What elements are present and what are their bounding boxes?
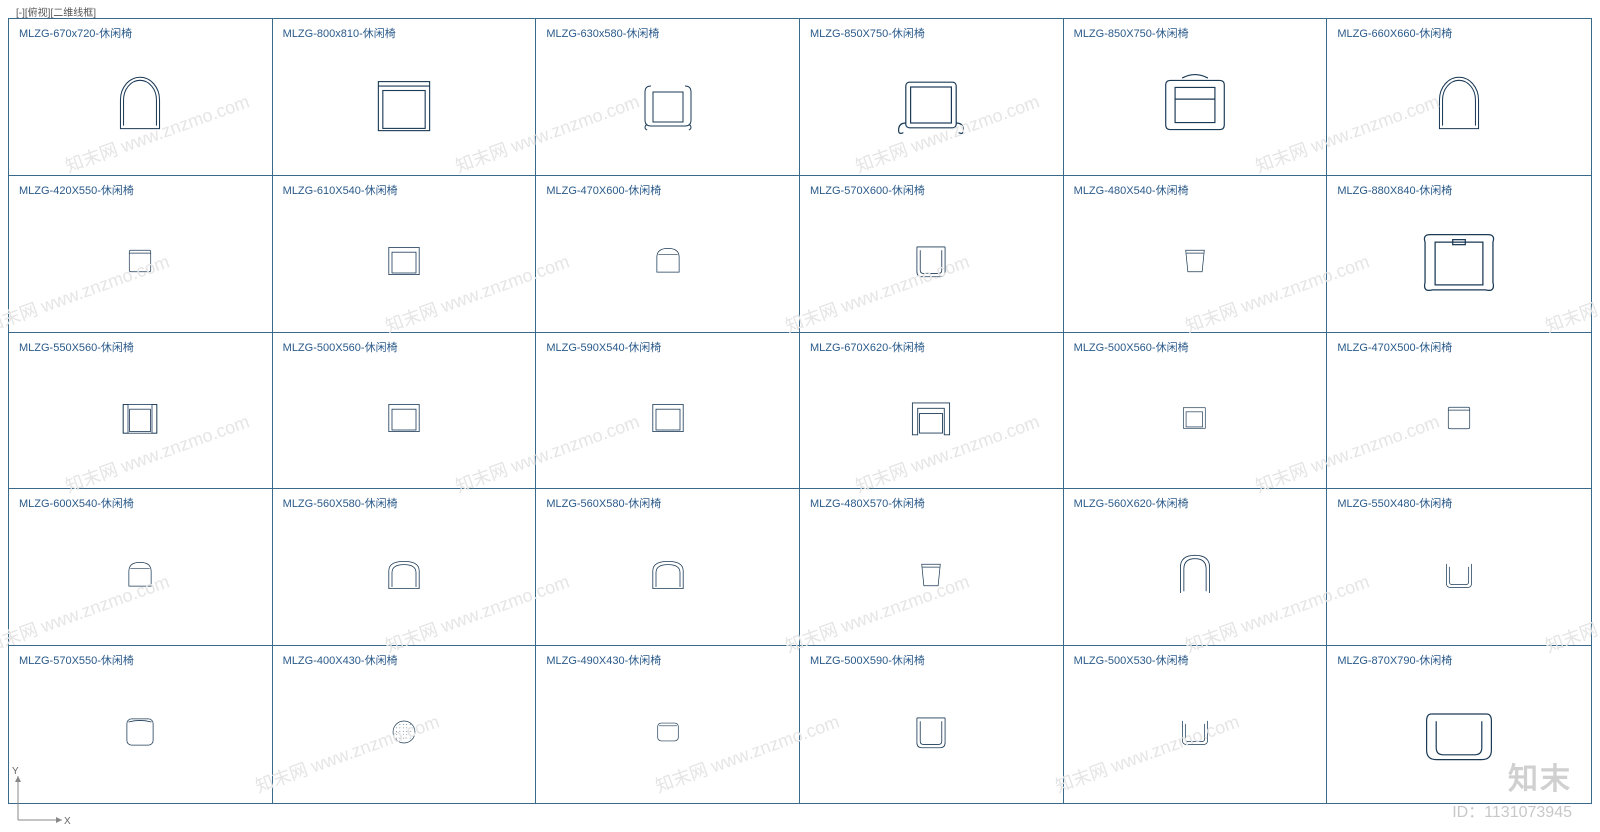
block-grid: MLZG-670x720-休闲椅 MLZG-800x810-休闲椅 MLZG-630… [8,18,1592,804]
chair-icon [112,390,168,446]
block-label: MLZG-500X560-休闲椅 [283,339,398,355]
chair-icon [376,547,432,603]
chair-icon [889,63,973,147]
viewport-label: [-][俯视][二维线框] [16,4,96,19]
chair-icon [114,549,166,601]
chair-icon [1171,394,1219,442]
block-cell[interactable]: MLZG-550X560-休闲椅 [9,333,273,490]
block-cell[interactable]: MLZG-490X430-休闲椅 [536,646,800,803]
block-label: MLZG-560X580-休闲椅 [546,495,661,511]
chair-icon [1165,545,1225,605]
block-label: MLZG-670x720-休闲椅 [19,25,132,41]
block-label: MLZG-500X560-休闲椅 [1074,339,1189,355]
block-label: MLZG-600X540-休闲椅 [19,495,134,511]
block-label: MLZG-500X590-休闲椅 [810,652,925,668]
block-label: MLZG-550X480-休闲椅 [1337,495,1452,511]
cad-canvas: [-][俯视][二维线框] MLZG-670x720-休闲椅 MLZG-800x8… [8,4,1592,804]
chair-icon [644,708,692,756]
block-label: MLZG-420X550-休闲椅 [19,182,134,198]
chair-icon [115,236,165,286]
chair-icon [1433,549,1485,601]
chair-icon [376,390,432,446]
block-label: MLZG-870X790-休闲椅 [1337,652,1452,668]
block-cell[interactable]: MLZG-500X590-休闲椅 [800,646,1064,803]
block-label: MLZG-850X750-休闲椅 [810,25,925,41]
brand-watermark: 知末 [1508,754,1572,798]
block-label: MLZG-610X540-休闲椅 [283,182,398,198]
chair-icon [1434,393,1484,443]
chair-icon [1170,236,1220,286]
block-label: MLZG-550X560-休闲椅 [19,339,134,355]
block-label: MLZG-470X500-休闲椅 [1337,339,1452,355]
block-cell[interactable]: MLZG-590X540-休闲椅 [536,333,800,490]
block-label: MLZG-500X530-休闲椅 [1074,652,1189,668]
block-label: MLZG-850X750-休闲椅 [1074,25,1189,41]
block-cell[interactable]: MLZG-480X540-休闲椅 [1064,176,1328,333]
block-cell[interactable]: MLZG-560X620-休闲椅 [1064,489,1328,646]
block-cell[interactable]: MLZG-560X580-休闲椅 [536,489,800,646]
block-cell[interactable]: MLZG-670X620-休闲椅 [800,333,1064,490]
block-cell[interactable]: MLZG-400X430-休闲椅 [273,646,537,803]
chair-icon [640,390,696,446]
chair-icon [1415,217,1503,305]
chair-icon [642,235,694,287]
block-cell[interactable]: MLZG-420X550-休闲椅 [9,176,273,333]
block-cell[interactable]: MLZG-610X540-休闲椅 [273,176,537,333]
block-label: MLZG-660X660-休闲椅 [1337,25,1452,41]
block-label: MLZG-490X430-休闲椅 [546,652,661,668]
block-label: MLZG-880X840-休闲椅 [1337,182,1452,198]
block-cell[interactable]: MLZG-880X840-休闲椅 [1327,176,1591,333]
chair-icon [633,70,703,140]
chair-icon [1417,690,1501,774]
block-label: MLZG-800x810-休闲椅 [283,25,396,41]
block-label: MLZG-470X600-休闲椅 [546,182,661,198]
block-cell[interactable]: MLZG-850X750-休闲椅 [1064,19,1328,176]
block-label: MLZG-670X620-休闲椅 [810,339,925,355]
chair-icon [1423,69,1495,141]
block-cell[interactable]: MLZG-500X560-休闲椅 [273,333,537,490]
block-cell[interactable]: MLZG-470X500-休闲椅 [1327,333,1591,490]
block-cell[interactable]: MLZG-850X750-休闲椅 [800,19,1064,176]
block-label: MLZG-480X570-休闲椅 [810,495,925,511]
block-cell[interactable]: MLZG-670x720-休闲椅 [9,19,273,176]
block-cell[interactable]: MLZG-630x580-休闲椅 [536,19,800,176]
block-cell[interactable]: MLZG-600X540-休闲椅 [9,489,273,646]
chair-icon [1154,64,1236,146]
block-cell[interactable]: MLZG-550X480-休闲椅 [1327,489,1591,646]
chair-icon [640,547,696,603]
block-label: MLZG-630x580-休闲椅 [546,25,659,41]
block-cell[interactable]: MLZG-480X570-休闲椅 [800,489,1064,646]
block-label: MLZG-570X600-休闲椅 [810,182,925,198]
block-cell[interactable]: MLZG-570X600-休闲椅 [800,176,1064,333]
chair-icon [104,69,176,141]
block-cell[interactable]: MLZG-570X550-休闲椅 [9,646,273,803]
chair-icon [380,708,428,756]
block-label: MLZG-560X580-休闲椅 [283,495,398,511]
svg-text:X: X [64,816,71,826]
chair-icon [113,705,167,759]
chair-icon [902,232,960,290]
block-cell[interactable]: MLZG-500X560-休闲椅 [1064,333,1328,490]
block-label: MLZG-400X430-休闲椅 [283,652,398,668]
id-watermark: ID：1131073945 [1452,798,1572,822]
chair-icon [376,233,432,289]
block-label: MLZG-560X620-休闲椅 [1074,495,1189,511]
block-cell[interactable]: MLZG-560X580-休闲椅 [273,489,537,646]
chair-icon [900,387,962,449]
block-label: MLZG-570X550-休闲椅 [19,652,134,668]
chair-icon [906,550,956,600]
block-cell[interactable]: MLZG-470X600-休闲椅 [536,176,800,333]
block-label: MLZG-480X540-休闲椅 [1074,182,1189,198]
chair-icon [365,66,443,144]
block-cell[interactable]: MLZG-660X660-休闲椅 [1327,19,1591,176]
block-cell[interactable]: MLZG-500X530-休闲椅 [1064,646,1328,803]
block-label: MLZG-590X540-休闲椅 [546,339,661,355]
chair-icon [1169,706,1221,758]
chair-icon [902,703,960,761]
block-cell[interactable]: MLZG-800x810-休闲椅 [273,19,537,176]
